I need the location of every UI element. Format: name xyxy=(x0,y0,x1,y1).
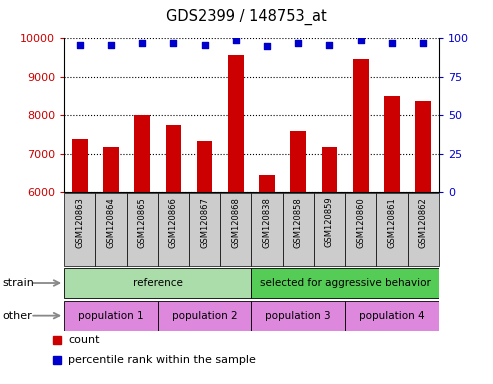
Bar xyxy=(220,193,251,266)
Bar xyxy=(197,141,212,192)
Bar xyxy=(384,96,400,192)
Bar xyxy=(72,139,88,192)
Bar xyxy=(158,193,189,266)
Bar xyxy=(376,193,408,266)
Bar xyxy=(259,175,275,192)
Text: GSM120867: GSM120867 xyxy=(200,197,209,248)
Point xyxy=(357,37,365,43)
Point xyxy=(107,41,115,48)
Bar xyxy=(251,301,345,331)
Text: percentile rank within the sample: percentile rank within the sample xyxy=(69,355,256,365)
Bar xyxy=(158,301,251,331)
Point xyxy=(76,41,84,48)
Bar xyxy=(64,301,158,331)
Text: GSM120838: GSM120838 xyxy=(263,197,272,248)
Bar xyxy=(189,193,220,266)
Text: GSM120864: GSM120864 xyxy=(106,197,115,248)
Text: GSM120866: GSM120866 xyxy=(169,197,178,248)
Text: population 4: population 4 xyxy=(359,311,425,321)
Bar xyxy=(321,147,337,192)
Bar xyxy=(64,268,251,298)
Text: GDS2399 / 148753_at: GDS2399 / 148753_at xyxy=(166,9,327,25)
Bar xyxy=(127,193,158,266)
Point xyxy=(325,41,333,48)
Text: GSM120862: GSM120862 xyxy=(419,197,427,248)
Bar xyxy=(166,125,181,192)
Bar xyxy=(408,193,439,266)
Bar xyxy=(134,115,150,192)
Point xyxy=(263,43,271,49)
Bar xyxy=(290,131,306,192)
Bar xyxy=(282,193,314,266)
Text: population 1: population 1 xyxy=(78,311,144,321)
Text: count: count xyxy=(69,335,100,345)
Text: GSM120863: GSM120863 xyxy=(75,197,84,248)
Bar xyxy=(64,193,95,266)
Point xyxy=(294,40,302,46)
Bar xyxy=(251,193,282,266)
Point xyxy=(388,40,396,46)
Bar xyxy=(314,193,345,266)
Bar xyxy=(345,301,439,331)
Point xyxy=(201,41,209,48)
Bar xyxy=(415,101,431,192)
Text: population 2: population 2 xyxy=(172,311,238,321)
Bar xyxy=(251,268,439,298)
Text: GSM120868: GSM120868 xyxy=(231,197,240,248)
Bar xyxy=(345,193,376,266)
Text: population 3: population 3 xyxy=(265,311,331,321)
Text: reference: reference xyxy=(133,278,183,288)
Text: other: other xyxy=(2,311,32,321)
Text: GSM120860: GSM120860 xyxy=(356,197,365,248)
Bar xyxy=(103,147,119,192)
Bar xyxy=(353,59,368,192)
Text: GSM120859: GSM120859 xyxy=(325,197,334,247)
Bar xyxy=(228,55,244,192)
Point xyxy=(170,40,177,46)
Point xyxy=(138,40,146,46)
Point xyxy=(419,40,427,46)
Text: strain: strain xyxy=(2,278,35,288)
Text: GSM120861: GSM120861 xyxy=(387,197,396,248)
Text: selected for aggressive behavior: selected for aggressive behavior xyxy=(260,278,430,288)
Bar xyxy=(95,193,127,266)
Point xyxy=(232,37,240,43)
Text: GSM120858: GSM120858 xyxy=(294,197,303,248)
Text: GSM120865: GSM120865 xyxy=(138,197,146,248)
